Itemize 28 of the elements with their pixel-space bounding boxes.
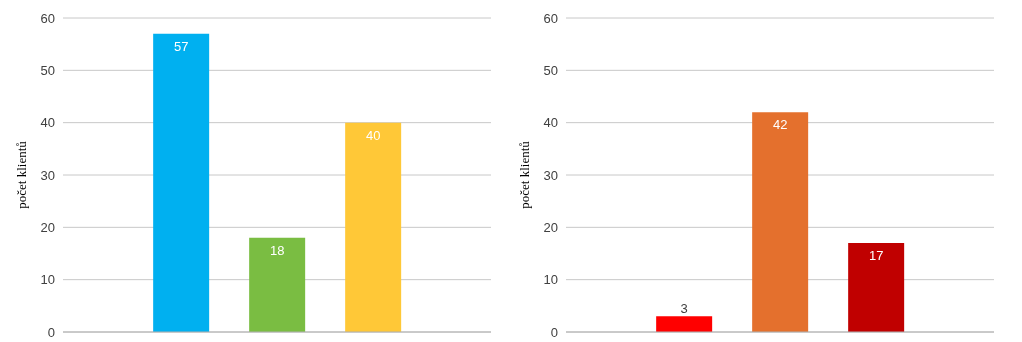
data-label: 18 xyxy=(269,242,285,258)
y-tick-label: 10 xyxy=(40,272,55,288)
y-tick-label: 40 xyxy=(543,115,558,131)
y-tick-label: 0 xyxy=(550,324,558,340)
y-tick-label: 30 xyxy=(40,167,55,183)
bar xyxy=(249,237,306,332)
bar xyxy=(656,316,713,332)
y-tick-label: 50 xyxy=(543,62,558,78)
y-tick-label: 20 xyxy=(40,219,55,235)
bar xyxy=(345,122,402,332)
y-axis-title: počet klientů xyxy=(516,140,532,209)
data-label: 42 xyxy=(772,117,788,133)
bar xyxy=(153,33,210,332)
y-tick-label: 10 xyxy=(543,272,558,288)
y-tick-label: 50 xyxy=(40,62,55,78)
data-label: 3 xyxy=(680,301,688,317)
bar xyxy=(848,243,905,332)
y-tick-label: 60 xyxy=(543,10,558,26)
data-label: 17 xyxy=(868,248,884,264)
y-axis-title: počet klientů xyxy=(13,140,29,209)
y-tick-label: 60 xyxy=(40,10,55,26)
data-label: 57 xyxy=(173,38,189,54)
y-tick-label: 20 xyxy=(543,219,558,235)
y-tick-label: 30 xyxy=(543,167,558,183)
y-tick-label: 40 xyxy=(40,115,55,131)
bar xyxy=(752,112,809,332)
y-tick-label: 0 xyxy=(47,324,55,340)
data-label: 40 xyxy=(365,127,381,143)
